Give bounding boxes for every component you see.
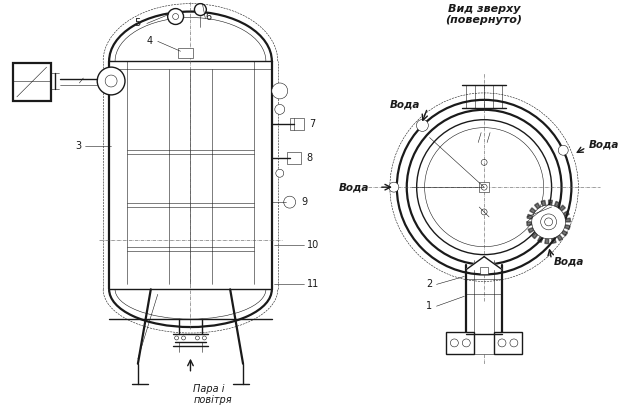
Polygon shape <box>557 235 563 241</box>
Bar <box>479 182 489 192</box>
Text: 2: 2 <box>426 279 432 289</box>
Polygon shape <box>532 233 538 239</box>
Circle shape <box>272 83 288 99</box>
Text: 3: 3 <box>76 141 81 151</box>
Bar <box>286 152 301 164</box>
Polygon shape <box>548 200 552 205</box>
Text: Вода: Вода <box>338 182 369 192</box>
Circle shape <box>276 169 284 177</box>
Polygon shape <box>527 222 532 226</box>
Bar <box>13 63 51 101</box>
Circle shape <box>168 9 183 24</box>
Circle shape <box>532 205 565 239</box>
Text: Вода: Вода <box>588 139 618 149</box>
Polygon shape <box>545 239 548 244</box>
Circle shape <box>481 184 487 190</box>
Circle shape <box>558 145 568 155</box>
Bar <box>290 118 303 130</box>
Polygon shape <box>528 228 534 233</box>
Text: 11: 11 <box>306 279 319 289</box>
Text: 9: 9 <box>301 197 308 207</box>
Circle shape <box>195 4 207 15</box>
Text: 5: 5 <box>135 19 141 29</box>
Text: 1: 1 <box>426 301 432 311</box>
Text: Вода: Вода <box>390 100 421 110</box>
Polygon shape <box>538 237 543 242</box>
Polygon shape <box>560 205 565 211</box>
Polygon shape <box>554 201 560 207</box>
Circle shape <box>97 67 125 95</box>
Bar <box>178 48 193 58</box>
Circle shape <box>275 105 285 115</box>
Text: 10: 10 <box>306 240 319 250</box>
Polygon shape <box>565 225 570 229</box>
Text: 7: 7 <box>310 119 316 129</box>
Polygon shape <box>527 215 533 219</box>
Polygon shape <box>562 230 567 236</box>
Polygon shape <box>530 208 535 213</box>
Text: Пара і
повітря: Пара і повітря <box>193 383 232 405</box>
Text: 8: 8 <box>306 154 313 164</box>
Text: Вода: Вода <box>553 256 584 266</box>
Circle shape <box>416 120 428 132</box>
Polygon shape <box>563 211 569 216</box>
Bar <box>446 332 474 354</box>
Polygon shape <box>466 256 502 269</box>
Polygon shape <box>541 200 546 206</box>
Circle shape <box>389 182 399 192</box>
Text: 6: 6 <box>205 12 212 22</box>
Bar <box>494 332 522 354</box>
Circle shape <box>105 75 117 87</box>
Text: Вид зверху: Вид зверху <box>448 4 520 14</box>
Polygon shape <box>535 203 540 209</box>
Text: (повернуто): (повернуто) <box>446 15 523 25</box>
Polygon shape <box>565 218 570 222</box>
Bar <box>480 266 488 274</box>
Text: 4: 4 <box>147 37 153 46</box>
Polygon shape <box>552 238 556 243</box>
